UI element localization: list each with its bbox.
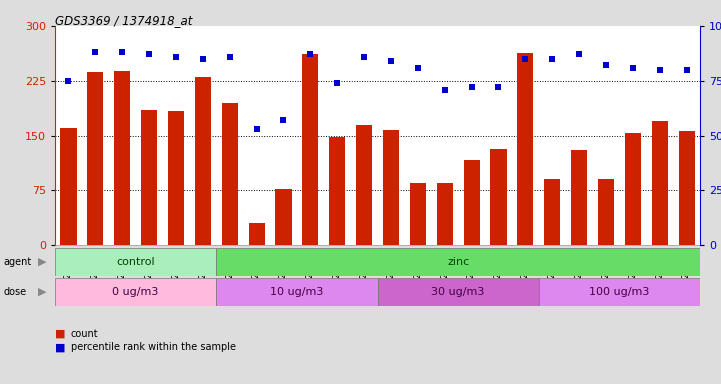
Bar [652, 121, 668, 245]
Text: 0 ug/m3: 0 ug/m3 [112, 287, 159, 297]
Point [251, 126, 262, 132]
Text: count: count [71, 329, 99, 339]
Point [573, 51, 585, 58]
Point [170, 54, 182, 60]
Point [143, 51, 155, 58]
Text: 10 ug/m3: 10 ug/m3 [270, 287, 324, 297]
Bar [598, 179, 614, 245]
Bar [356, 124, 372, 245]
Bar [302, 54, 319, 245]
Bar [539, 278, 700, 306]
Bar [221, 103, 238, 245]
Bar [383, 131, 399, 245]
Text: dose: dose [4, 287, 27, 297]
Bar [464, 160, 479, 245]
Bar [678, 131, 694, 245]
Text: GDS3369 / 1374918_at: GDS3369 / 1374918_at [55, 14, 193, 27]
Bar [571, 150, 587, 245]
Point [304, 51, 316, 58]
Bar [114, 71, 131, 245]
Point [224, 54, 236, 60]
Bar [378, 278, 539, 306]
Bar [490, 149, 506, 245]
Bar [55, 248, 216, 276]
Bar [275, 189, 291, 245]
Text: ▶: ▶ [37, 257, 46, 267]
Point [412, 65, 423, 71]
Text: ■: ■ [55, 342, 66, 353]
Bar [55, 278, 216, 306]
Point [197, 56, 208, 62]
Text: ▶: ▶ [37, 287, 46, 297]
Bar [61, 128, 76, 245]
Text: 30 ug/m3: 30 ug/m3 [431, 287, 485, 297]
Bar [625, 133, 641, 245]
Point [654, 67, 665, 73]
Point [332, 80, 343, 86]
Point [600, 62, 611, 68]
Bar [544, 179, 560, 245]
Text: 100 ug/m3: 100 ug/m3 [589, 287, 650, 297]
Bar [437, 183, 453, 245]
Point [520, 56, 531, 62]
Bar [195, 77, 211, 245]
Text: ■: ■ [55, 329, 66, 339]
Point [466, 84, 477, 90]
Bar [168, 111, 184, 245]
Point [547, 56, 558, 62]
Point [385, 58, 397, 64]
Text: percentile rank within the sample: percentile rank within the sample [71, 342, 236, 353]
Bar [87, 72, 103, 245]
Text: zinc: zinc [447, 257, 469, 267]
Point [63, 78, 74, 84]
Point [89, 49, 101, 55]
Point [627, 65, 639, 71]
Bar [249, 223, 265, 245]
Bar [410, 183, 426, 245]
Point [278, 117, 289, 123]
Text: control: control [116, 257, 155, 267]
Point [681, 67, 692, 73]
Text: agent: agent [4, 257, 32, 267]
Point [439, 86, 451, 93]
Point [492, 84, 504, 90]
Bar [517, 53, 534, 245]
Point [116, 49, 128, 55]
Bar [329, 137, 345, 245]
Bar [216, 278, 378, 306]
Bar [141, 110, 157, 245]
Bar [216, 248, 700, 276]
Point [358, 54, 370, 60]
